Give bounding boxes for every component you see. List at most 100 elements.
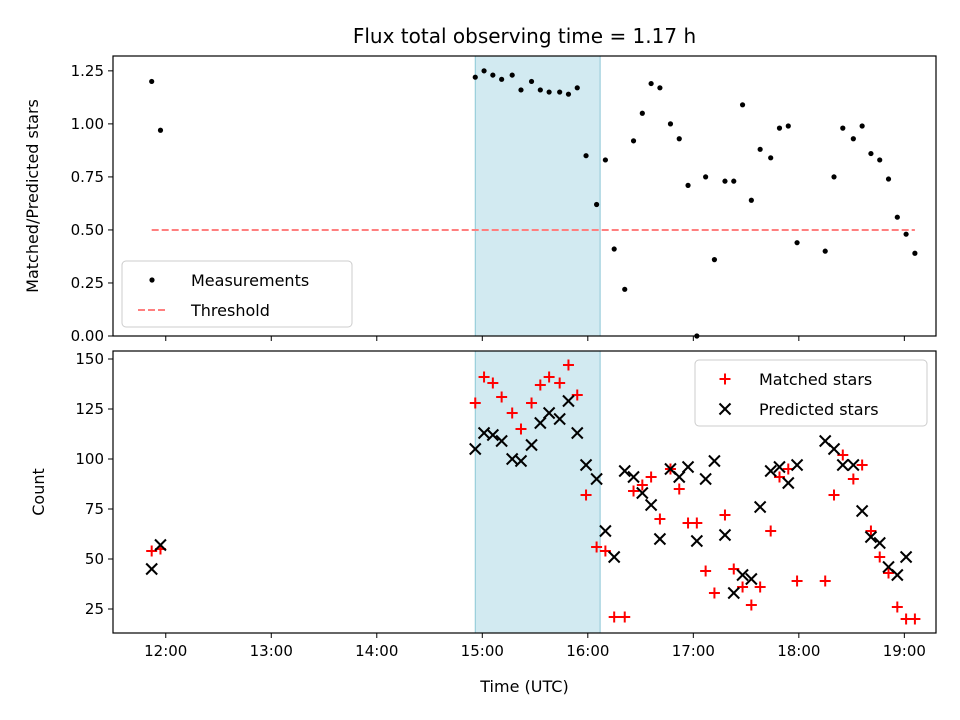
predicted-star-point bbox=[753, 500, 767, 514]
matched-star-point bbox=[636, 479, 648, 491]
y-tick-label: 150 bbox=[75, 350, 104, 368]
predicted-star-point bbox=[891, 568, 904, 582]
ratio-panel-y-axis-label: Matched/Predicted stars bbox=[23, 99, 42, 293]
predicted-star-point bbox=[486, 428, 500, 442]
measurement-point bbox=[722, 178, 728, 184]
predicted-star-point bbox=[782, 476, 795, 490]
legend-marker bbox=[718, 402, 732, 416]
y-tick-label: 1.00 bbox=[71, 115, 104, 133]
predicted-star-point bbox=[553, 412, 566, 426]
predicted-star-point bbox=[469, 442, 482, 456]
measurement-point bbox=[157, 127, 164, 133]
measurement-point bbox=[546, 89, 552, 95]
measurement-point bbox=[481, 68, 487, 74]
predicted-star-point bbox=[514, 454, 528, 468]
predicted-star-point bbox=[899, 550, 913, 564]
measurement-point bbox=[903, 231, 909, 237]
measurement-point bbox=[768, 155, 774, 161]
predicted-star-point bbox=[525, 438, 538, 452]
predicted-star-point bbox=[690, 534, 704, 548]
measurement-point bbox=[739, 102, 746, 108]
legend-label-threshold: Threshold bbox=[190, 301, 270, 320]
matched-star-point bbox=[526, 397, 538, 409]
measurement-point bbox=[518, 87, 524, 93]
predicted-star-point bbox=[653, 532, 667, 546]
predicted-star-point bbox=[607, 550, 621, 564]
measurement-point bbox=[885, 176, 892, 182]
y-tick-label: 100 bbox=[75, 450, 104, 468]
legend-marker bbox=[719, 373, 731, 385]
predicted-star-point bbox=[145, 562, 158, 576]
matched-star-point bbox=[837, 449, 849, 461]
measurement-point bbox=[509, 72, 515, 78]
measurement-point bbox=[776, 125, 783, 131]
measurement-point bbox=[574, 85, 580, 91]
matched-star-point bbox=[737, 581, 749, 593]
matched-star-point bbox=[708, 587, 720, 599]
predicted-star-point bbox=[718, 528, 732, 542]
y-tick-label: 1.25 bbox=[71, 62, 104, 80]
matched-star-point bbox=[487, 377, 499, 389]
predicted-star-points bbox=[145, 394, 913, 600]
matched-star-point bbox=[654, 513, 666, 525]
y-tick-label: 0.00 bbox=[71, 327, 104, 345]
measurement-point bbox=[657, 85, 663, 91]
measurement-point bbox=[703, 174, 709, 180]
legend-label-measurements: Measurements bbox=[191, 271, 309, 290]
predicted-star-point bbox=[636, 486, 649, 500]
measurement-point bbox=[602, 157, 608, 163]
y-tick-label: 0.50 bbox=[71, 221, 104, 239]
predicted-star-point bbox=[590, 472, 603, 486]
y-tick-label: 0.25 bbox=[71, 274, 104, 292]
chart-title: Flux total observing time = 1.17 h bbox=[353, 24, 696, 48]
y-tick-label: 125 bbox=[75, 400, 104, 418]
measurement-point bbox=[149, 78, 155, 85]
measurement-point bbox=[528, 78, 535, 85]
matched-star-point bbox=[874, 551, 886, 563]
legend-marker-matched-stars bbox=[719, 373, 731, 385]
measurement-point bbox=[840, 125, 846, 131]
matched-star-point bbox=[719, 509, 731, 521]
matched-star-point bbox=[478, 371, 490, 383]
x-tick-label: 16:00 bbox=[566, 642, 609, 660]
measurement-point bbox=[794, 240, 800, 246]
matched-star-point bbox=[828, 489, 840, 501]
matched-star-point bbox=[754, 581, 766, 593]
predicted-star-point bbox=[727, 586, 740, 600]
count-panel-frame bbox=[112, 350, 937, 634]
matched-star-point bbox=[571, 389, 583, 401]
legend-marker-measurements bbox=[149, 277, 155, 283]
count-panel-legend-box bbox=[694, 359, 928, 427]
count-panel-highlight-span bbox=[474, 350, 601, 634]
matched-star-point bbox=[534, 379, 546, 391]
measurement-point bbox=[748, 197, 754, 203]
measurement-point bbox=[630, 138, 637, 144]
predicted-star-point bbox=[681, 460, 695, 474]
x-tick-label: 14:00 bbox=[355, 642, 398, 660]
measurement-point bbox=[894, 214, 900, 220]
matched-star-point bbox=[515, 423, 527, 435]
measurement-point bbox=[859, 123, 865, 129]
predicted-star-point bbox=[873, 536, 886, 550]
measurement-point bbox=[757, 146, 763, 152]
matched-star-point bbox=[883, 567, 895, 579]
matched-star-point bbox=[506, 407, 518, 419]
matched-star-point bbox=[599, 545, 611, 557]
legend-label-matched-stars: Matched stars bbox=[759, 370, 872, 389]
predicted-star-point bbox=[745, 572, 758, 586]
measurement-point bbox=[868, 150, 874, 157]
predicted-star-point bbox=[736, 568, 749, 582]
matched-star-point bbox=[856, 459, 868, 471]
predicted-star-point bbox=[864, 530, 878, 544]
measurement-point bbox=[622, 286, 628, 292]
matched-star-point bbox=[580, 489, 592, 501]
highlight-span-rect bbox=[474, 55, 601, 337]
measurement-point bbox=[912, 250, 918, 256]
matched-star-point bbox=[691, 517, 703, 529]
matched-star-points bbox=[146, 359, 921, 625]
predicted-star-point bbox=[542, 406, 556, 420]
x-tick-label: 13:00 bbox=[250, 642, 293, 660]
measurement-point bbox=[731, 178, 737, 184]
ratio-panel-frame bbox=[112, 55, 937, 337]
predicted-star-point bbox=[855, 504, 869, 518]
